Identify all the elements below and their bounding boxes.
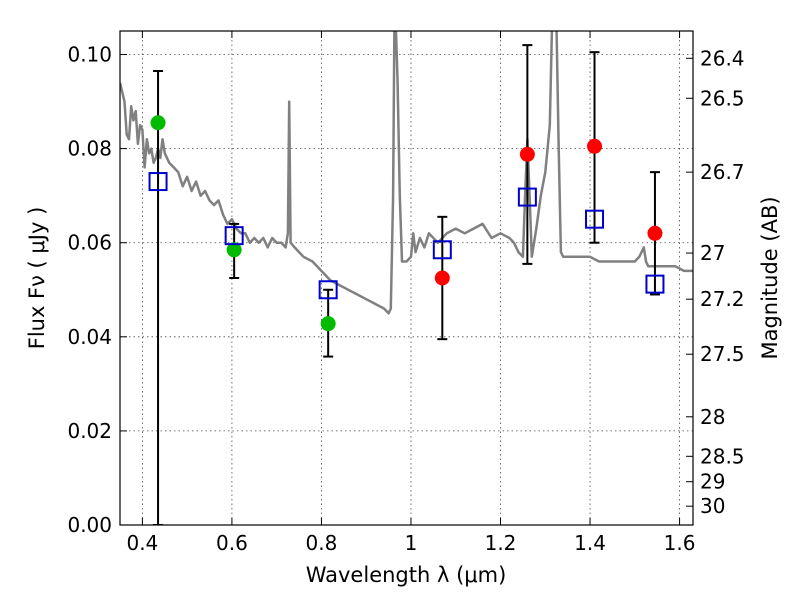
axis-labels: 0.4 0.6 0.8 1 1.2 1.4 1.6 0.00 0.02 0.04 0.06 0.08 0…: [67, 43, 744, 555]
x-tick-label: 0.4: [126, 531, 158, 555]
y2-tick-label: 26.7: [700, 160, 745, 184]
green-data-point: [226, 242, 242, 258]
y2-tick-label: 30: [700, 494, 725, 518]
data-markers: [148, 115, 665, 332]
error-bars: [153, 44, 660, 525]
grid: [120, 31, 693, 526]
y2-tick-label: 29: [700, 470, 725, 494]
axis-ticks: [120, 31, 693, 526]
plot-frame: [119, 30, 694, 526]
y-tick-label: 0.02: [67, 419, 112, 443]
model-spectrum: [120, 31, 693, 315]
red-data-point: [587, 138, 603, 154]
y2-tick-label: 26.4: [700, 46, 745, 70]
model-band-square: [645, 274, 665, 294]
x-tick-label: 1.2: [485, 531, 517, 555]
x-tick-label: 0.8: [306, 531, 338, 555]
spectrum-line: [120, 31, 693, 315]
y-tick-label: 0.06: [67, 231, 112, 255]
y-tick-label: 0.08: [67, 137, 112, 161]
x-tick-label: 1: [405, 531, 418, 555]
y2-tick-label: 26.5: [700, 86, 745, 110]
model-band-square: [517, 187, 537, 207]
y2-tick-label: 27.5: [700, 342, 745, 366]
x-tick-label: 0.6: [216, 531, 248, 555]
red-data-point: [647, 225, 663, 241]
x-tick-label: 1.4: [574, 531, 606, 555]
y2-tick-label: 28: [700, 405, 725, 429]
model-band-square: [224, 226, 244, 246]
x-tick-label: 1.6: [664, 531, 696, 555]
model-band-square: [318, 280, 338, 300]
y-axis-label: Flux Fν ( μJy ): [25, 207, 49, 350]
red-data-point: [519, 146, 535, 162]
y2-tick-label: 28.5: [700, 444, 745, 468]
model-band-square: [148, 172, 168, 192]
red-data-point: [434, 270, 450, 286]
green-data-point: [320, 316, 336, 332]
green-data-point: [150, 115, 166, 131]
y-tick-label: 0.00: [67, 513, 112, 537]
x-axis-label: Wavelength λ (μm): [306, 563, 507, 587]
y-tick-label: 0.04: [67, 325, 112, 349]
y2-tick-label: 27: [700, 241, 725, 265]
model-band-square: [585, 209, 605, 229]
y2-tick-label: 27.2: [700, 287, 745, 311]
model-band-square: [432, 240, 452, 260]
y2-axis-label: Magnitude (AB): [758, 196, 782, 359]
y-tick-label: 0.10: [67, 43, 112, 67]
